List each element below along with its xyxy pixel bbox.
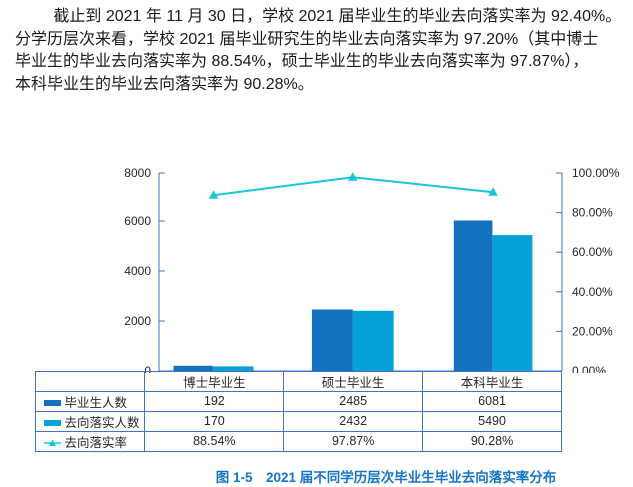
svg-text:8000: 8000: [124, 166, 151, 180]
svg-text:40.00%: 40.00%: [572, 285, 613, 299]
svg-text:6000: 6000: [124, 214, 151, 228]
svg-text:20.00%: 20.00%: [572, 324, 613, 338]
svg-text:80.00%: 80.00%: [572, 206, 613, 220]
svg-text:0.00%: 0.00%: [572, 364, 606, 373]
svg-text:60.00%: 60.00%: [572, 245, 613, 259]
svg-text:4000: 4000: [124, 264, 151, 278]
svg-text:2000: 2000: [124, 314, 151, 328]
svg-text:100.00%: 100.00%: [572, 166, 620, 180]
